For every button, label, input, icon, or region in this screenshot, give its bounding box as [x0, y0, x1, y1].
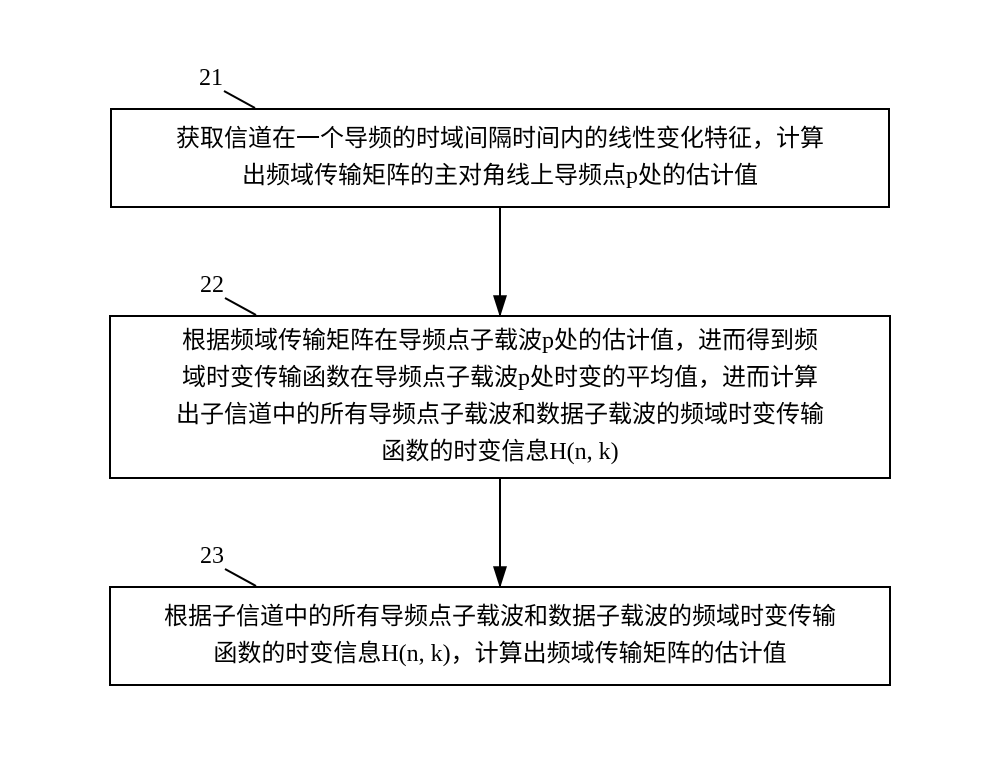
step-label-22: 22	[200, 272, 224, 299]
leader-line-22	[225, 298, 256, 315]
leader-line-21	[224, 91, 255, 108]
step-label-21: 21	[199, 65, 223, 92]
flowchart-node-n2: 根据频域传输矩阵在导频点子载波p处的估计值，进而得到频 域时变传输函数在导频点子…	[109, 315, 891, 479]
leader-line-23	[225, 569, 256, 586]
node-text: 根据子信道中的所有导频点子载波和数据子载波的频域时变传输 函数的时变信息H(n,…	[164, 599, 836, 673]
step-label-23: 23	[200, 543, 224, 570]
node-text: 获取信道在一个导频的时域间隔时间内的线性变化特征，计算 出频域传输矩阵的主对角线…	[176, 121, 824, 195]
node-text: 根据频域传输矩阵在导频点子载波p处的估计值，进而得到频 域时变传输函数在导频点子…	[176, 323, 824, 472]
flowchart-node-n1: 获取信道在一个导频的时域间隔时间内的线性变化特征，计算 出频域传输矩阵的主对角线…	[110, 108, 890, 208]
flowchart-node-n3: 根据子信道中的所有导频点子载波和数据子载波的频域时变传输 函数的时变信息H(n,…	[109, 586, 891, 686]
flowchart-canvas: 获取信道在一个导频的时域间隔时间内的线性变化特征，计算 出频域传输矩阵的主对角线…	[0, 0, 1000, 762]
